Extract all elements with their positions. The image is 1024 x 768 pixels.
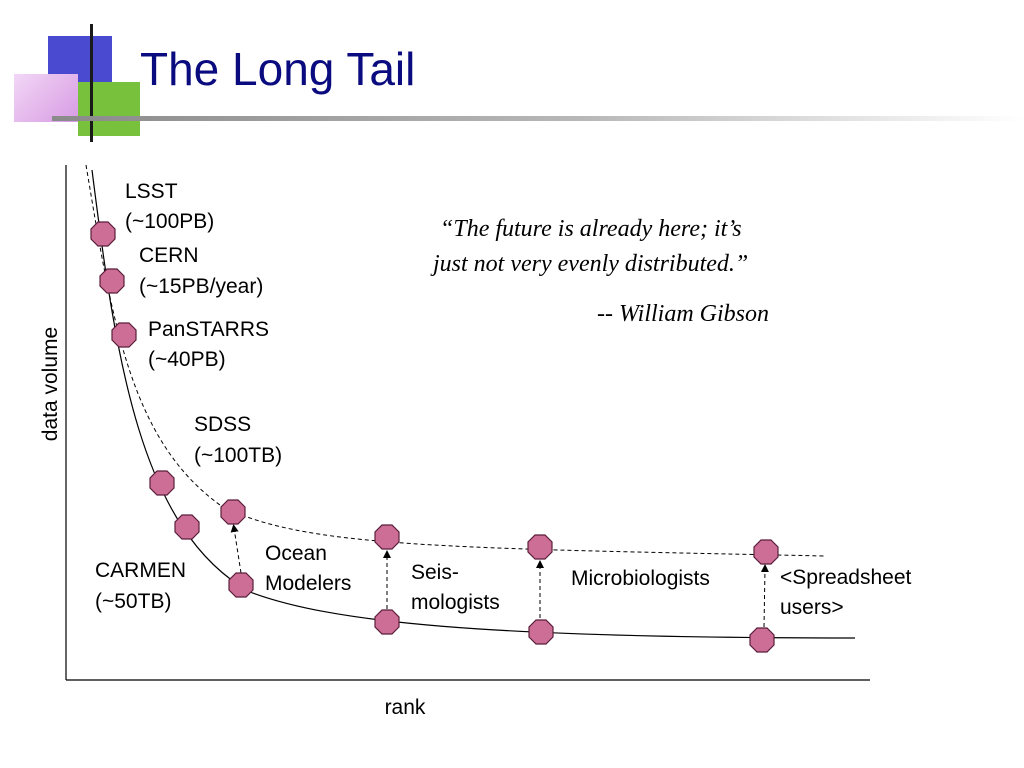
label-spreadsheet-line1: <Spreadsheet	[780, 566, 912, 589]
node-micro-bottom	[528, 619, 554, 645]
quote-line-2: just not very evenly distributed.”	[430, 251, 748, 277]
attribution-dash: --	[597, 301, 619, 327]
node-spreadsheet-top	[753, 539, 779, 565]
node-micro-top	[527, 534, 553, 560]
label-carmen-name: CARMEN	[95, 559, 186, 582]
label-cern-name: CERN	[139, 244, 199, 267]
decor-pink-square	[14, 74, 78, 122]
node-ocean-top	[220, 499, 246, 525]
label-ocean-line2: Modelers	[265, 572, 351, 595]
quote-line-1: “The future is already here; it’s	[440, 216, 742, 242]
node-carmen	[228, 572, 254, 598]
label-panstarrs-size: (~40PB)	[148, 348, 226, 371]
label-ocean-line1: Ocean	[265, 542, 327, 565]
node-sdss-2	[174, 514, 200, 540]
node-spreadsheet-bottom	[749, 627, 775, 653]
label-panstarrs-name: PanSTARRS	[148, 318, 269, 341]
node-sdss-1	[149, 470, 175, 496]
node-seis-top	[374, 524, 400, 550]
label-spreadsheet-line2: users>	[780, 596, 844, 619]
label-lsst-name: LSST	[125, 180, 178, 203]
node-seis-bottom	[374, 609, 400, 635]
label-cern-size: (~15PB/year)	[139, 275, 263, 298]
node-lsst	[90, 221, 116, 247]
arrow-ocean-modelers	[230, 524, 242, 574]
decor-green-square	[78, 82, 140, 136]
decor-vertical-bar	[90, 24, 93, 142]
data-source-nodes	[90, 221, 779, 653]
node-panstarrs	[111, 322, 137, 348]
label-lsst-size: (~100PB)	[125, 210, 214, 233]
x-axis-label: rank	[385, 696, 426, 719]
quote-attribution: -- William Gibson	[597, 301, 769, 327]
arrow-spreadsheet-users	[760, 564, 769, 628]
label-sdss-name: SDSS	[194, 413, 251, 436]
node-cern	[99, 268, 125, 294]
label-microbiologists: Microbiologists	[571, 567, 710, 590]
y-axis-label: data volume	[39, 327, 62, 441]
label-seis-line1: Seis-	[411, 561, 459, 584]
title-underline	[52, 116, 1024, 121]
slide-title: The Long Tail	[140, 43, 416, 95]
label-seis-line2: mologists	[411, 591, 500, 614]
label-sdss-size: (~100TB)	[194, 444, 282, 467]
label-carmen-size: (~50TB)	[95, 590, 171, 613]
attribution-name: William Gibson	[619, 301, 769, 327]
